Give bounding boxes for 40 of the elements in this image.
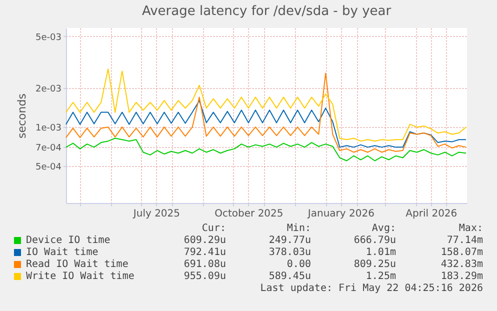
text: Avg: — [372, 223, 396, 235]
text: Cur: — [202, 223, 226, 235]
y-tick-label: 7e-04 — [36, 144, 62, 154]
text: Last update: Fri May 22 04:25:16 2026 — [260, 283, 483, 295]
text: 589.45u — [268, 271, 311, 283]
x-tick-label: July 2025 — [132, 208, 180, 220]
y-tick-label: 5e-03 — [36, 32, 62, 43]
text: 809.25u — [354, 259, 396, 271]
legend-label: Device IO time — [26, 235, 110, 247]
text: 1.01m — [366, 247, 396, 259]
text: Min: — [286, 223, 311, 235]
x-tick-label: April 2026 — [406, 208, 458, 220]
line-series — [66, 68, 466, 142]
x-tick-label: January 2026 — [306, 208, 374, 220]
text: 955.09u — [184, 271, 226, 283]
line-series — [66, 138, 466, 162]
text: 691.08u — [184, 259, 226, 271]
text: 183.29m — [440, 271, 483, 283]
text: 609.29u — [184, 235, 226, 247]
legend-label: Read IO Wait time — [26, 259, 128, 271]
text: 158.07m — [440, 247, 483, 259]
legend-label: Write IO Wait time — [26, 271, 134, 283]
text: 792.41u — [184, 247, 226, 259]
text: 0.00 — [286, 259, 311, 271]
y-tick-label: 2e-03 — [36, 84, 62, 95]
y-tick-label: 5e-04 — [36, 162, 62, 173]
legend-label: IO Wait time — [26, 247, 98, 259]
text: 666.79u — [354, 235, 396, 247]
x-tick-label: October 2025 — [214, 208, 284, 220]
text: 378.03u — [268, 247, 311, 259]
text: 432.83m — [440, 259, 483, 271]
text: 249.77u — [268, 235, 311, 247]
line-series — [66, 100, 466, 148]
chart-title: Average latency for /dev/sda - by year — [142, 4, 392, 19]
text: 77.14m — [446, 235, 483, 247]
y-tick-label: 1e-03 — [36, 124, 62, 134]
line-series — [66, 72, 466, 153]
y-axis-title: seconds — [16, 93, 29, 138]
text: Max: — [458, 223, 483, 235]
text: 1.25m — [366, 271, 396, 283]
